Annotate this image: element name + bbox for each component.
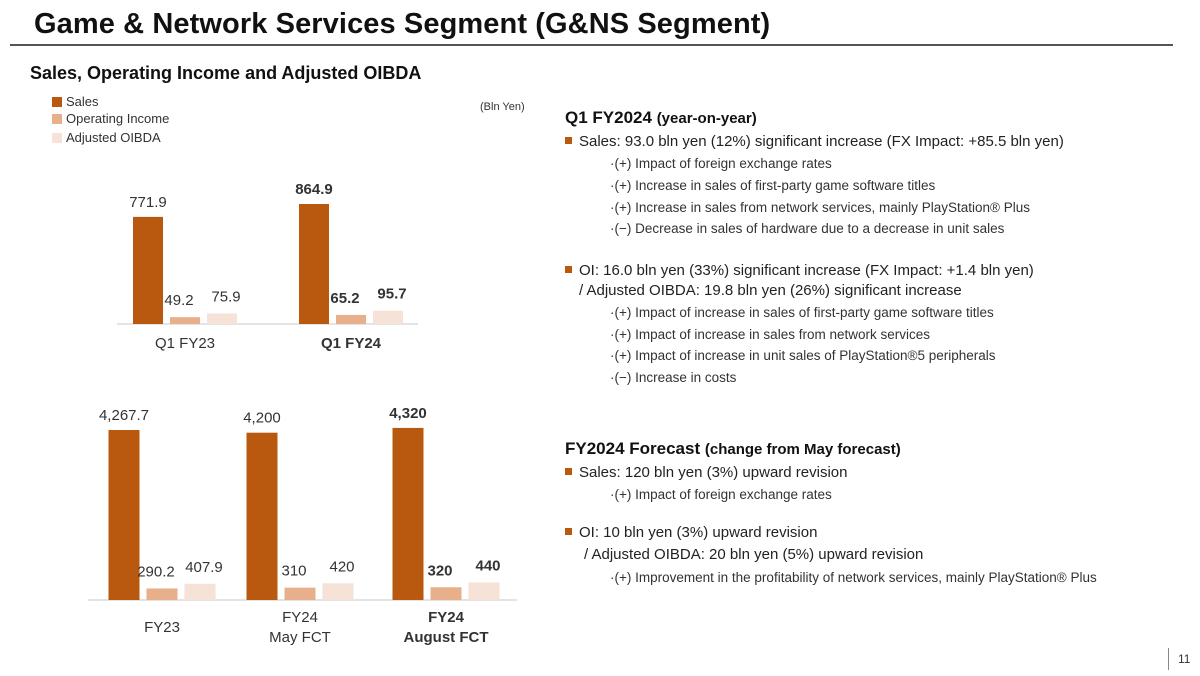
forecast-heading-note: (change from May forecast)	[704, 441, 901, 458]
category-label: FY24	[282, 609, 318, 626]
forecast-heading-title: FY2024 Forecast	[565, 439, 701, 458]
legend-label-operating-income: Operating Income	[66, 111, 170, 126]
q1-sales-item: ·(+) Increase in sales of first-party ga…	[610, 178, 936, 193]
unit-label: (Bln Yen)	[480, 101, 525, 113]
data-label: 320	[427, 562, 452, 579]
q1-heading-title: Q1 FY2024	[565, 108, 652, 127]
charts-canvas: 771.9 49.2 75.9 Q1 FY23 864.9 65.2 95.7 Q1 FY24…	[88, 181, 517, 646]
q1-sales-bullet: Sales: 93.0 bln yen (12%) significant in…	[565, 133, 1064, 150]
bar-operating-income	[170, 317, 200, 324]
bullet-square-icon	[565, 266, 572, 273]
forecast-oibda-text: / Adjusted OIBDA: 20 bln yen (5%) upward…	[584, 546, 924, 563]
q1-oibda-text: / Adjusted OIBDA: 19.8 bln yen (26%) sig…	[579, 282, 962, 299]
legend-swatch-sales	[52, 97, 62, 107]
data-label: 407.9	[185, 559, 223, 576]
bullet-square-icon	[565, 137, 572, 144]
forecast-oi-bullet: OI: 10 bln yen (3%) upward revision	[565, 524, 817, 541]
q1-oi-item: ·(−) Increase in costs	[610, 370, 737, 385]
forecast-oi-text: OI: 10 bln yen (3%) upward revision	[579, 524, 818, 541]
page-number-divider	[1168, 648, 1169, 670]
bullet-square-icon	[565, 468, 572, 475]
bar-sales	[133, 216, 163, 324]
bar-sales	[246, 432, 278, 600]
bar-sales	[392, 427, 424, 600]
data-label: 65.2	[330, 290, 359, 307]
quarterly-bar-chart: 771.9 49.2 75.9 Q1 FY23 864.9 65.2 95.7 Q1 FY24	[117, 181, 418, 352]
q1-oi-bullet: OI: 16.0 bln yen (33%) significant incre…	[565, 262, 1034, 279]
data-label: 75.9	[211, 288, 240, 305]
bar-adjusted-oibda	[468, 582, 500, 600]
legend-item-adjusted-oibda: Adjusted OIBDA	[52, 130, 161, 145]
legend-item-operating-income: Operating Income	[52, 111, 169, 126]
category-label: FY23	[144, 619, 180, 636]
data-label: 4,200	[243, 410, 281, 427]
legend-label-sales: Sales	[66, 94, 99, 109]
legend-swatch-adjusted-oibda	[52, 133, 62, 143]
q1-sales-item: ·(+) Impact of foreign exchange rates	[610, 156, 832, 171]
forecast-oi-item: ·(+) Improvement in the profitability of…	[610, 570, 1097, 585]
forecast-sales-bullet: Sales: 120 bln yen (3%) upward revision	[565, 464, 847, 481]
data-label: 4,320	[389, 405, 427, 422]
bar-operating-income	[284, 587, 316, 600]
bar-sales	[108, 430, 140, 600]
q1-oi-item: ·(+) Impact of increase in sales from ne…	[610, 327, 930, 342]
data-label: 420	[329, 558, 354, 575]
page-number: 11	[1178, 652, 1191, 666]
bar-operating-income	[146, 588, 178, 600]
q1-heading-note: (year-on-year)	[656, 110, 757, 127]
q1-oi-item: ·(+) Impact of increase in sales of firs…	[610, 305, 994, 320]
category-label: FY24	[428, 609, 465, 626]
bar-sales	[299, 204, 329, 324]
data-label: 49.2	[164, 292, 193, 309]
data-label: 864.9	[295, 181, 333, 198]
chart-section-title: Sales, Operating Income and Adjusted OIB…	[30, 63, 422, 83]
category-label: May FCT	[269, 629, 331, 646]
data-label: 310	[281, 563, 306, 580]
bar-adjusted-oibda	[322, 583, 354, 600]
bar-adjusted-oibda	[373, 310, 403, 324]
bullet-square-icon	[565, 528, 572, 535]
legend-label-adjusted-oibda: Adjusted OIBDA	[66, 130, 161, 145]
legend-swatch-operating-income	[52, 114, 62, 124]
bar-operating-income	[430, 587, 462, 600]
q1-heading: Q1 FY2024 (year-on-year)	[565, 108, 757, 128]
category-label: August FCT	[404, 629, 489, 646]
forecast-sales-text: Sales: 120 bln yen (3%) upward revision	[579, 464, 848, 481]
data-label: 290.2	[137, 563, 175, 580]
page-title: Game & Network Services Segment (G&NS Se…	[34, 8, 771, 40]
data-label: 440	[475, 557, 500, 574]
title-underline	[10, 44, 1173, 46]
bar-operating-income	[336, 314, 366, 324]
category-label: Q1 FY24	[321, 335, 382, 352]
annual-bar-chart: 4,267.7 290.2 407.9 FY23 4,200 310 420 FY24 May …	[88, 405, 517, 646]
q1-sales-item: ·(+) Increase in sales from network serv…	[610, 200, 1030, 215]
bar-adjusted-oibda	[207, 313, 237, 324]
data-label: 95.7	[377, 286, 406, 303]
q1-sales-item: ·(−) Decrease in sales of hardware due t…	[610, 221, 1005, 236]
q1-sales-text: Sales: 93.0 bln yen (12%) significant in…	[579, 133, 1064, 150]
q1-oi-item: ·(+) Impact of increase in unit sales of…	[610, 348, 996, 363]
forecast-sales-item: ·(+) Impact of foreign exchange rates	[610, 487, 832, 502]
legend-item-sales: Sales	[52, 94, 99, 109]
data-label: 4,267.7	[99, 407, 149, 424]
forecast-heading: FY2024 Forecast (change from May forecas…	[565, 439, 901, 459]
bar-adjusted-oibda	[184, 583, 216, 600]
data-label: 771.9	[129, 194, 167, 211]
category-label: Q1 FY23	[155, 335, 215, 352]
q1-oi-text: OI: 16.0 bln yen (33%) significant incre…	[579, 262, 1034, 279]
